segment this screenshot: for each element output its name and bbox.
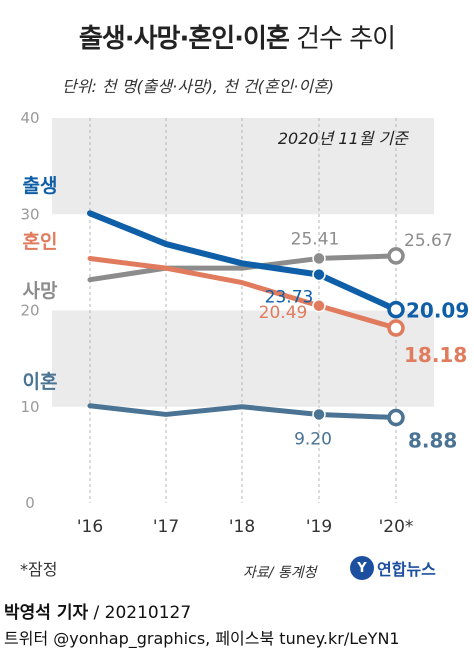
source-note: 자료/ 통계청: [243, 565, 317, 581]
title-main: 출생·사망·혼인·이혼: [78, 24, 290, 54]
band-10-20: [52, 310, 434, 407]
point-birth-2019: [312, 267, 326, 282]
y-tick-label: 30: [20, 205, 39, 223]
y-tick-label: 0: [25, 494, 35, 512]
y-tick-label: 10: [20, 398, 39, 416]
data-label-death: 25.67: [404, 231, 453, 251]
point-death-2020: [387, 247, 405, 265]
data-label-divorce: 8.88: [408, 429, 457, 453]
data-label-birth: 20.09: [406, 299, 469, 323]
title-sub: 건수 추이: [288, 24, 396, 54]
social-links: 트위터 @yonhap_graphics, 페이스북 tuney.kr/LeYN…: [4, 629, 400, 648]
logo-mark-icon: Y: [350, 556, 374, 580]
credit-line: 박영석 기자 / 20210127: [4, 598, 191, 623]
chart-annotation: 2020년 11월 기준: [278, 129, 409, 148]
series-name-marriage: 혼인: [23, 230, 58, 253]
footnote: *잠정: [20, 560, 58, 579]
data-label-divorce: 9.20: [294, 429, 332, 449]
series-name-death: 사망: [23, 280, 58, 302]
x-tick-label: '19: [306, 517, 332, 537]
point-birth-2020: [387, 300, 405, 319]
line-chart: 0 10 20 30 40 '16 '17 '18 '19 '20* 2020년 11월 기준출생혼…: [20, 109, 469, 537]
data-label-marriage: 20.49: [259, 303, 308, 323]
series-line-birth: [87, 210, 399, 313]
y-tick-label: 20: [20, 302, 39, 320]
x-tick-label: '16: [77, 517, 103, 537]
yonhap-logo: Y 연합뉴스: [350, 556, 436, 580]
x-tick-label: '20*: [379, 517, 414, 537]
series-line-death: [87, 253, 399, 283]
x-tick-label: '17: [153, 517, 179, 537]
band-30-40: [52, 118, 434, 215]
y-tick-label: 40: [20, 109, 39, 127]
page-title: 출생·사망·혼인·이혼 건수 추이: [0, 18, 474, 55]
series-line-divorce: [87, 403, 399, 421]
reporter-name: 박영석 기자: [4, 603, 89, 623]
series-name-birth: 출생: [23, 175, 58, 197]
x-tick-label: '18: [229, 517, 255, 537]
credit-date: / 20210127: [88, 603, 192, 623]
logo-text: 연합뉴스: [377, 560, 436, 579]
point-marriage-2020: [387, 319, 405, 337]
point-divorce-2020: [387, 408, 405, 427]
point-death-2019: [312, 251, 326, 266]
unit-note: 단위: 천 명(출생·사망), 천 건(혼인·이혼): [62, 77, 335, 96]
data-label-marriage: 18.18: [404, 343, 467, 367]
series-line-marriage: [87, 256, 399, 331]
data-label-birth: 23.73: [265, 288, 314, 308]
data-label-death: 25.41: [291, 229, 340, 249]
point-marriage-2019: [312, 299, 326, 313]
point-divorce-2019: [312, 407, 326, 422]
series-name-divorce: 이혼: [23, 370, 58, 393]
